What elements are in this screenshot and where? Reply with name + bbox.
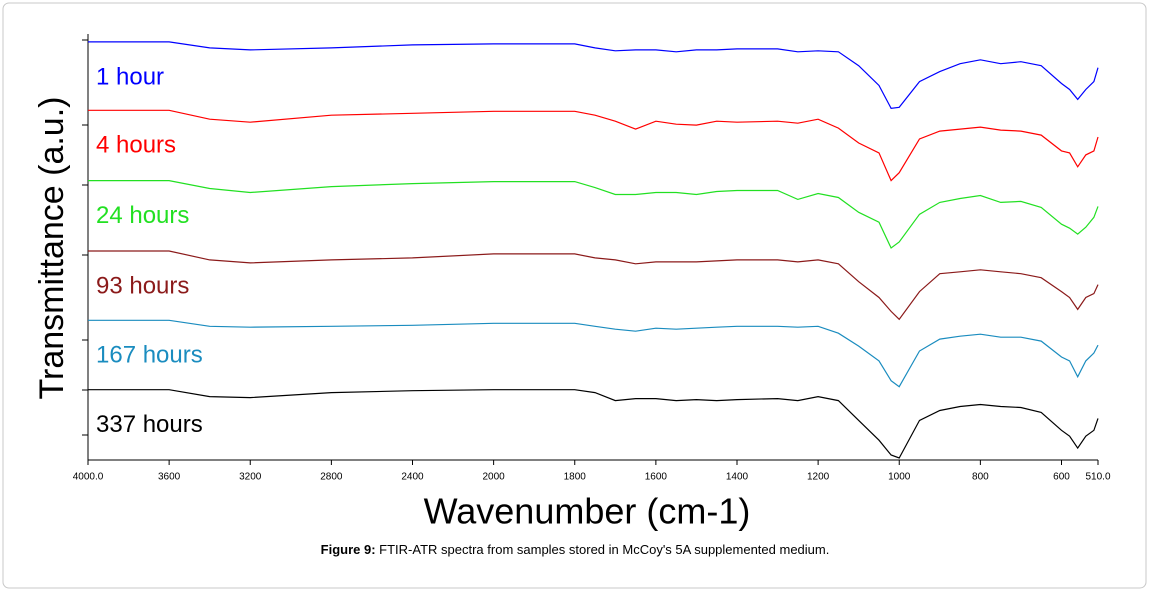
x-tick-label: 600 [1053,472,1070,483]
x-tick-label: 1200 [807,472,830,483]
x-tick-label: 1800 [564,472,587,483]
series-label: 24 hours [96,202,189,229]
x-axis-title: Wavenumber (cm-1) [424,491,751,532]
x-tick-label: 1600 [645,472,668,483]
spectrum-line [88,389,1099,459]
caption: Figure 9: FTIR-ATR spectra from samples … [321,542,830,557]
spectrum-line [88,109,1099,182]
frame [2,2,1147,589]
x-tick-label: 800 [972,472,989,483]
spectrum-line [88,319,1099,388]
series-label: 1 hour [96,63,164,90]
x-tick-label: 1000 [888,472,911,483]
series-label: 337 hours [96,411,203,438]
x-tick-label: 4000.0 [73,472,104,483]
spectrum-line [88,180,1099,249]
y-axis-ticks [82,39,88,436]
caption-label: Figure 9: [321,542,376,557]
series-label: 167 hours [96,342,203,369]
y-axis-title: Transmittance (a.u.) [33,97,71,400]
series-label: 4 hours [96,132,176,159]
caption-text: FTIR-ATR spectra from samples stored in … [379,542,829,557]
x-tick-label: 3200 [239,472,262,483]
spectrum-line [88,250,1099,321]
x-tick-label: 510.0 [1085,472,1110,483]
spectrum-line [88,41,1099,109]
x-tick-label: 2800 [320,472,343,483]
x-tick-label: 2000 [482,472,505,483]
series-label: 93 hours [96,272,189,299]
x-tick-label: 3600 [158,472,181,483]
x-tick-label: 2400 [401,472,424,483]
x-tick-label: 1400 [726,472,749,483]
